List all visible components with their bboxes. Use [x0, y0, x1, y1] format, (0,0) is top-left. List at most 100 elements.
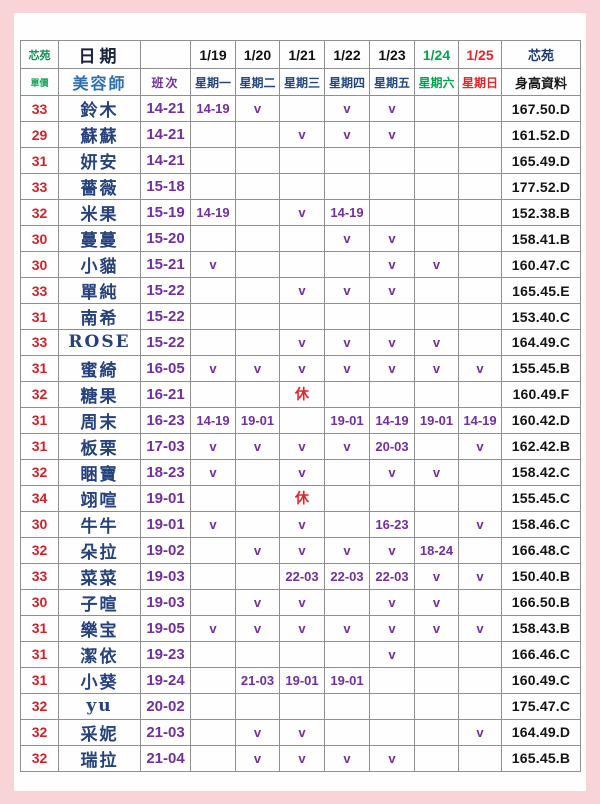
height-cell: 158.43.B [501, 614, 581, 642]
day-cell-1-21 [279, 225, 325, 252]
day-cell-1-22: 19-01 [324, 666, 370, 694]
price-cell: 30 [20, 510, 59, 538]
day-cell-1-20 [235, 562, 280, 590]
day-cell-1-22 [324, 718, 370, 746]
height-cell: 165.49.D [501, 147, 581, 174]
price-cell: 31 [20, 432, 59, 460]
height-cell: 166.46.C [501, 640, 581, 668]
name-cell: 蔓蔓 [58, 225, 141, 252]
table-row-單純: 33 單純 15-22 v v v 165.45.E [20, 277, 581, 304]
day-cell-1-24 [414, 199, 459, 226]
name-cell: 妍安 [58, 147, 141, 174]
day-cell-1-25 [458, 536, 502, 564]
day-cell-1-22: v [324, 95, 370, 122]
day-cell-1-19 [190, 588, 236, 616]
day-cell-1-21 [279, 95, 325, 122]
day-cell-1-23 [369, 692, 415, 720]
day-cell-1-23: v [369, 277, 415, 304]
shift-cell: 16-23 [140, 406, 191, 434]
name-cell: 潔依 [58, 640, 141, 668]
name-cell: 米果 [58, 199, 141, 226]
day-cell-1-21: v [279, 614, 325, 642]
price-cell: 30 [20, 588, 59, 616]
day-cell-1-25 [458, 588, 502, 616]
day-cell-1-23 [369, 303, 415, 330]
day-cell-1-22 [324, 173, 370, 200]
day-cell-1-23: v [369, 251, 415, 278]
table-row-yu: 32 yu 20-02 175.47.C [20, 692, 581, 720]
date-header-1-22: 1/22 [324, 40, 370, 69]
height-cell: 162.42.B [501, 432, 581, 460]
table-row-糖果: 32 糖果 16-21 休 160.49.F [20, 380, 581, 408]
day-cell-1-21: v [279, 744, 325, 772]
header-row-weekdays: 單價 美容師 班次 星期一 星期二 星期三 星期四 星期五 星期六 星期日 身高資料 [20, 68, 581, 96]
day-cell-1-23 [369, 173, 415, 200]
height-cell: 166.50.B [501, 588, 581, 616]
shift-cell: 19-23 [140, 640, 191, 668]
day-cell-1-21 [279, 251, 325, 278]
day-cell-1-19 [190, 121, 236, 148]
day-cell-1-20: v [235, 536, 280, 564]
day-cell-1-23: v [369, 121, 415, 148]
therapist-schedule-table: 芯苑 日期 1/19 1/20 1/21 1/22 1/23 1/24 1/25 芯苑 單價 … [20, 40, 581, 772]
shift-column-label: 班次 [140, 68, 191, 96]
shift-cell: 14-21 [140, 147, 191, 174]
height-cell: 155.45.C [501, 484, 581, 512]
price-cell: 32 [20, 718, 59, 746]
shift-cell: 18-23 [140, 458, 191, 486]
day-cell-1-24 [414, 147, 459, 174]
day-cell-1-19 [190, 225, 236, 252]
day-cell-1-24: v [414, 458, 459, 486]
name-cell: 朵拉 [58, 536, 141, 564]
name-cell: 菜菜 [58, 562, 141, 590]
name-cell: ROSE [58, 329, 141, 356]
price-cell: 33 [20, 277, 59, 304]
table-row-板栗: 31 板栗 17-03 v v v v 20-03 v 162.42.B [20, 432, 581, 460]
day-cell-1-21: v [279, 718, 325, 746]
day-cell-1-24: v [414, 588, 459, 616]
weekday-header-2: 星期二 [235, 68, 280, 96]
weekday-header-7: 星期日 [458, 68, 502, 96]
shift-cell: 20-02 [140, 692, 191, 720]
name-cell: 樂宝 [58, 614, 141, 642]
day-cell-1-23: v [369, 95, 415, 122]
date-header-1-25: 1/25 [458, 40, 502, 69]
day-cell-1-25 [458, 251, 502, 278]
height-cell: 177.52.D [501, 173, 581, 200]
day-cell-1-25 [458, 458, 502, 486]
name-cell: 糖果 [58, 380, 141, 408]
day-cell-1-24: v [414, 354, 459, 382]
height-cell: 155.45.B [501, 354, 581, 382]
day-cell-1-22: v [324, 744, 370, 772]
day-cell-1-25 [458, 380, 502, 408]
name-cell: yu [58, 692, 141, 720]
day-cell-1-19 [190, 484, 236, 512]
header-row-dates: 芯苑 日期 1/19 1/20 1/21 1/22 1/23 1/24 1/25 芯苑 [20, 40, 581, 69]
price-cell: 32 [20, 536, 59, 564]
height-cell: 152.38.B [501, 199, 581, 226]
day-cell-1-24 [414, 380, 459, 408]
weekday-header-1: 星期一 [190, 68, 236, 96]
day-cell-1-24: 19-01 [414, 406, 459, 434]
price-cell: 31 [20, 354, 59, 382]
day-cell-1-23: v [369, 225, 415, 252]
day-cell-1-20: v [235, 95, 280, 122]
day-cell-1-20 [235, 380, 280, 408]
day-cell-1-19 [190, 718, 236, 746]
day-cell-1-21: 22-03 [279, 562, 325, 590]
day-cell-1-25 [458, 121, 502, 148]
price-cell: 32 [20, 744, 59, 772]
day-cell-1-19 [190, 640, 236, 668]
day-cell-1-24: v [414, 614, 459, 642]
height-cell: 164.49.C [501, 329, 581, 356]
day-cell-1-19: v [190, 251, 236, 278]
table-row-牛牛: 30 牛牛 19-01 v v 16-23 v 158.46.C [20, 510, 581, 538]
day-cell-1-24 [414, 95, 459, 122]
day-cell-1-24 [414, 303, 459, 330]
day-cell-1-23 [369, 484, 415, 512]
day-cell-1-22: v [324, 614, 370, 642]
date-header-1-23: 1/23 [369, 40, 415, 69]
table-row-小葵: 31 小葵 19-24 21-03 19-01 19-01 160.49.C [20, 666, 581, 694]
day-cell-1-19: 14-19 [190, 95, 236, 122]
day-cell-1-25 [458, 640, 502, 668]
